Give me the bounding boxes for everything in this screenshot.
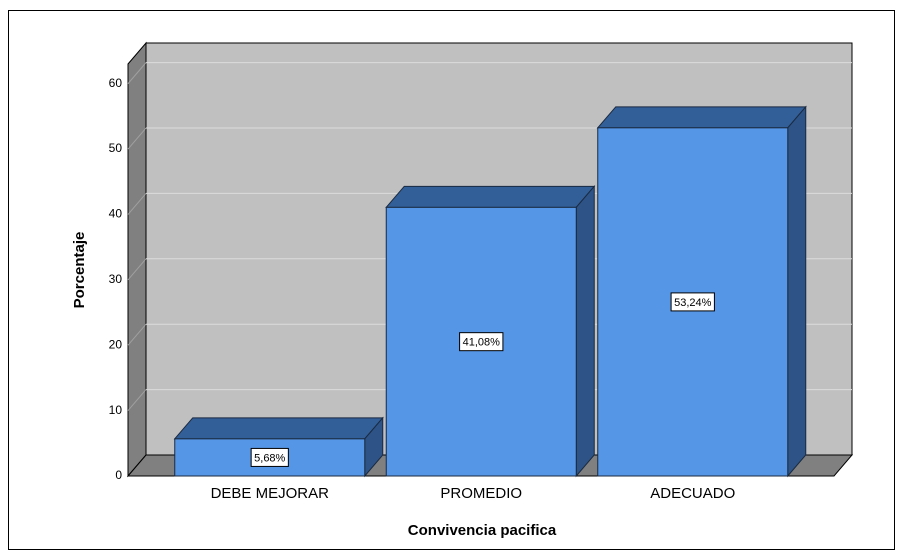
- grid-line: [127, 62, 147, 84]
- x-tick-label: DEBE MEJORAR: [211, 485, 330, 502]
- grid-line: [127, 193, 147, 215]
- grid-line: [127, 258, 147, 281]
- grid-line: [127, 323, 147, 346]
- bar-side: [787, 105, 807, 478]
- bar-side: [575, 184, 595, 478]
- value-label: 5,68%: [254, 452, 285, 464]
- y-tick-label: 0: [115, 468, 122, 482]
- bar-top: [385, 185, 596, 208]
- value-label: 53,24%: [674, 297, 712, 309]
- left-wall: [127, 41, 147, 478]
- x-axis-label: Convivencia pacifica: [408, 522, 557, 539]
- y-tick-label: 30: [109, 272, 123, 286]
- value-label-box: [459, 332, 504, 352]
- y-tick-label: 20: [109, 337, 123, 351]
- grid-line: [127, 127, 147, 150]
- y-tick-label: 60: [109, 76, 123, 90]
- y-axis-label: Porcentaje: [71, 232, 88, 309]
- plot: 0 10 20 30 40 50 60 DEBE MEJORAR 5,68% PROMEDIO 41…: [109, 41, 854, 502]
- value-label-box: [670, 292, 715, 312]
- bar-top: [596, 106, 807, 129]
- value-label-box: [250, 447, 289, 467]
- y-tick-label: 40: [109, 207, 123, 221]
- bar-top: [173, 417, 384, 440]
- y-tick-label: 10: [109, 403, 123, 417]
- x-tick-label: PROMEDIO: [440, 485, 522, 502]
- value-label: 41,08%: [463, 337, 501, 349]
- y-tick-label: 50: [109, 141, 123, 155]
- x-tick-label: ADECUADO: [650, 485, 735, 502]
- grid-line: [127, 389, 147, 411]
